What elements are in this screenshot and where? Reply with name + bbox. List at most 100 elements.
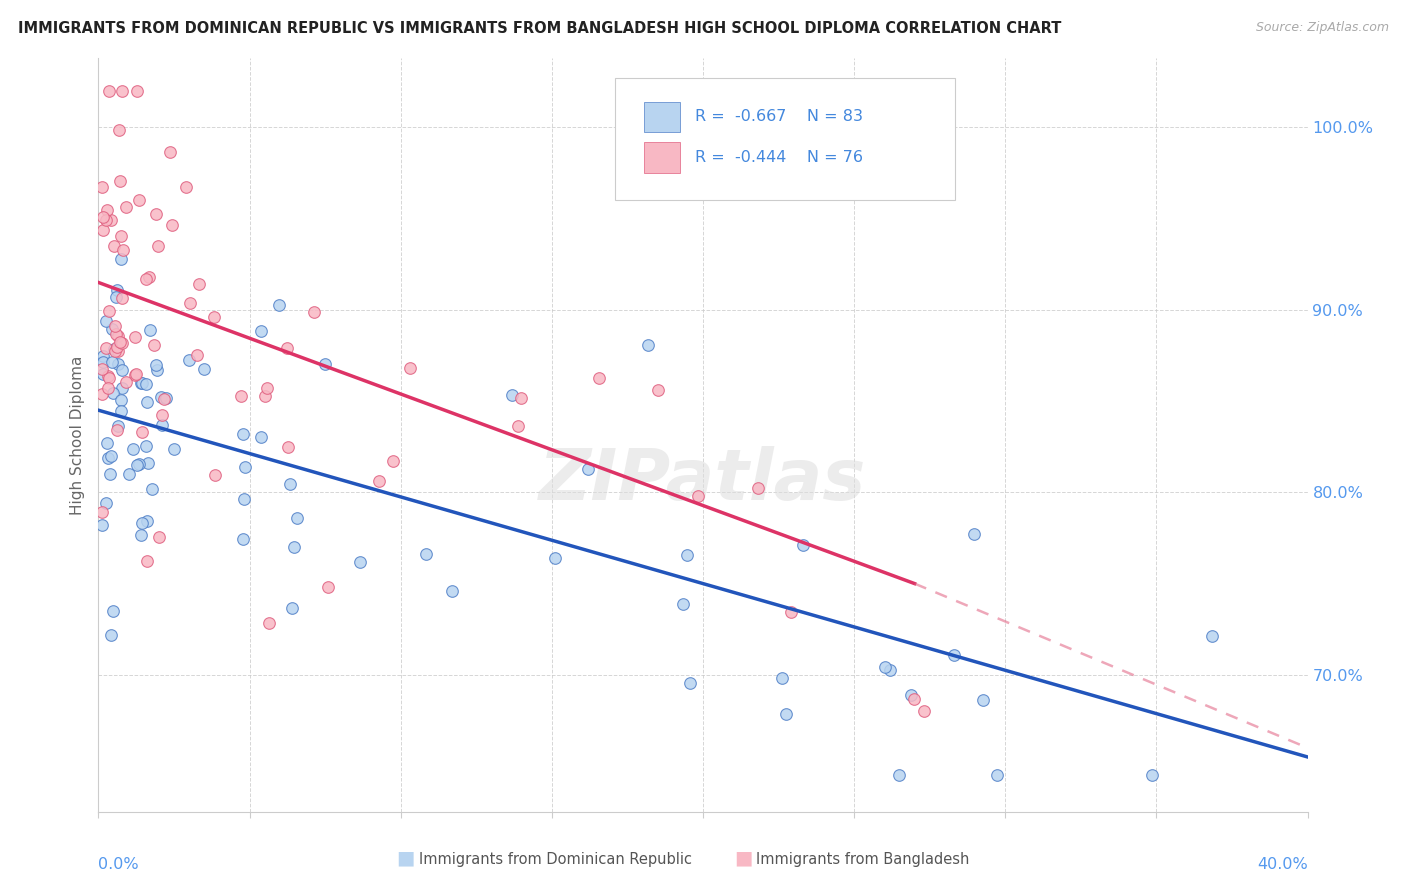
Point xyxy=(100,213,122,227)
Point xyxy=(637,338,659,352)
Point xyxy=(111,244,134,258)
Point xyxy=(780,605,803,619)
Point xyxy=(163,442,186,457)
Point xyxy=(110,363,132,377)
FancyBboxPatch shape xyxy=(614,78,955,200)
Text: ■: ■ xyxy=(734,848,752,867)
Text: IMMIGRANTS FROM DOMINICAN REPUBLIC VS IMMIGRANTS FROM BANGLADESH HIGH SCHOOL DIP: IMMIGRANTS FROM DOMINICAN REPUBLIC VS IM… xyxy=(18,21,1062,36)
Point xyxy=(104,343,127,358)
Point xyxy=(91,349,114,363)
Point xyxy=(148,530,170,544)
Point xyxy=(179,295,201,310)
Point xyxy=(104,319,127,334)
Point xyxy=(232,426,254,441)
Point xyxy=(276,342,298,356)
Point xyxy=(91,362,114,376)
Point xyxy=(111,291,134,305)
Point xyxy=(125,84,148,98)
Point xyxy=(676,548,699,562)
Point xyxy=(110,392,132,407)
Point xyxy=(125,458,148,472)
Point xyxy=(686,489,709,503)
Point xyxy=(107,343,129,358)
Point xyxy=(101,355,124,369)
Point xyxy=(90,387,112,401)
Text: ■: ■ xyxy=(396,848,415,867)
FancyBboxPatch shape xyxy=(644,143,681,172)
Point xyxy=(131,376,153,390)
Point xyxy=(256,381,278,395)
Point xyxy=(145,207,167,221)
Point xyxy=(972,693,994,707)
Point xyxy=(142,338,165,352)
Point xyxy=(278,477,301,491)
Point xyxy=(302,305,325,319)
Point xyxy=(97,380,120,394)
Point xyxy=(98,467,121,481)
Point xyxy=(136,394,159,409)
Point xyxy=(202,310,225,325)
Point xyxy=(963,527,986,541)
Point xyxy=(398,360,420,375)
Point xyxy=(118,467,141,482)
Point xyxy=(231,389,253,403)
Text: R =  -0.444    N = 76: R = -0.444 N = 76 xyxy=(695,150,862,165)
Point xyxy=(647,384,669,398)
Point xyxy=(179,353,201,368)
Point xyxy=(98,371,121,385)
Point xyxy=(873,659,896,673)
Point xyxy=(105,340,128,354)
Point xyxy=(441,583,464,598)
Point xyxy=(101,386,124,401)
Point xyxy=(104,290,127,304)
Point xyxy=(141,483,163,497)
Point xyxy=(100,449,122,463)
Point xyxy=(233,491,256,506)
Point xyxy=(508,418,530,433)
Point xyxy=(96,202,118,217)
Point xyxy=(96,342,118,356)
Point xyxy=(105,283,128,297)
Point xyxy=(250,324,273,338)
Point xyxy=(105,423,128,437)
Point xyxy=(204,468,226,483)
Point xyxy=(349,555,371,569)
Point xyxy=(986,768,1008,782)
Y-axis label: High School Diploma: High School Diploma xyxy=(70,355,86,515)
Point xyxy=(135,438,157,452)
Text: 40.0%: 40.0% xyxy=(1257,857,1308,872)
Point xyxy=(108,334,131,349)
Text: 0.0%: 0.0% xyxy=(98,857,139,872)
Point xyxy=(900,688,922,702)
Point xyxy=(672,598,695,612)
Point xyxy=(101,321,124,335)
Point xyxy=(193,362,215,376)
Point xyxy=(283,540,305,554)
Point xyxy=(912,704,935,718)
Point xyxy=(90,180,112,194)
Point xyxy=(792,538,814,552)
Point xyxy=(148,239,170,253)
Point xyxy=(122,442,145,456)
Point xyxy=(281,600,304,615)
Point xyxy=(233,459,256,474)
Point xyxy=(103,343,125,357)
Point xyxy=(942,648,965,663)
Point xyxy=(91,223,114,237)
Point xyxy=(588,371,610,385)
Point xyxy=(415,547,437,561)
Point xyxy=(160,218,183,232)
FancyBboxPatch shape xyxy=(644,102,681,132)
Point xyxy=(131,376,153,391)
Point xyxy=(770,671,793,685)
Point xyxy=(94,213,117,227)
Point xyxy=(138,323,160,337)
Point xyxy=(576,462,599,476)
Point xyxy=(128,193,150,207)
Point xyxy=(135,514,157,528)
Point xyxy=(96,436,118,450)
Point xyxy=(186,348,208,362)
Point xyxy=(381,453,404,467)
Point xyxy=(115,375,138,389)
Point xyxy=(115,200,138,214)
